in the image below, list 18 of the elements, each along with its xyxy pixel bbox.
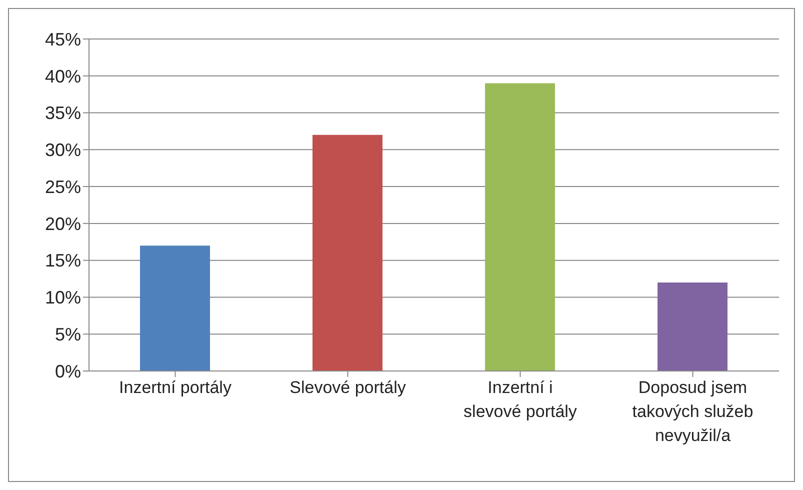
y-tick-label: 40% <box>44 66 81 86</box>
y-tick-label: 0% <box>54 361 81 382</box>
y-tick-label: 15% <box>44 250 81 271</box>
y-tick-label: 30% <box>44 140 81 160</box>
x-tick-label: Inzertní portály <box>119 378 232 397</box>
y-tick-label: 45% <box>44 29 81 50</box>
bar <box>312 134 382 371</box>
x-tick-label: Doposud jsem takových služeb nevyužil/a <box>632 378 754 445</box>
x-tick-label: Slevové portály <box>290 378 406 397</box>
y-tick-label: 35% <box>44 103 81 124</box>
bar <box>140 246 210 371</box>
bar <box>658 282 728 371</box>
x-tick-label: Inzertní i slevové portály <box>464 378 578 421</box>
bar <box>485 83 555 371</box>
y-tick-label: 20% <box>44 214 81 234</box>
y-tick-label: 10% <box>44 288 81 308</box>
y-tick-label: 5% <box>54 324 81 344</box>
y-tick-label: 25% <box>44 176 81 197</box>
